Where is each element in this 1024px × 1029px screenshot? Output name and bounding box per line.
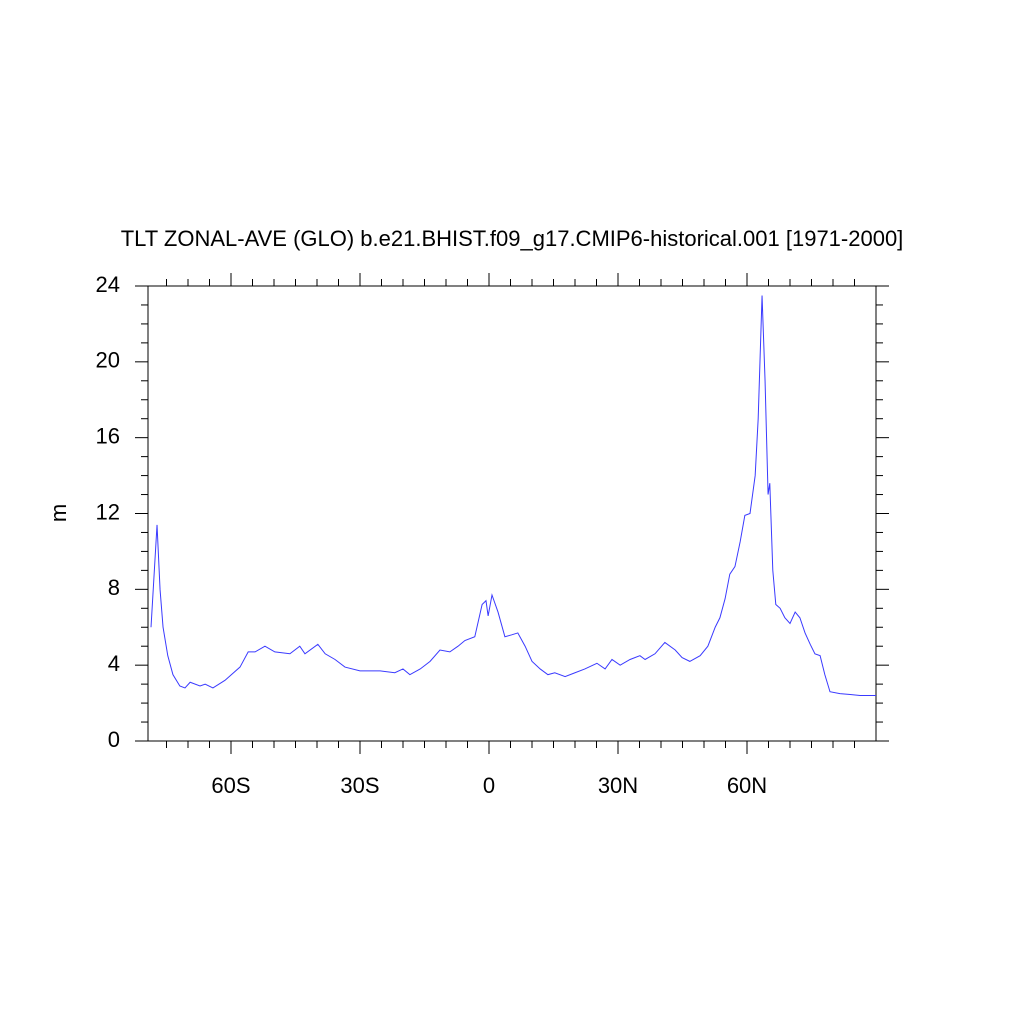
y-tick-label: 0 [108, 727, 120, 752]
y-tick-label: 24 [96, 272, 120, 297]
x-tick-label: 0 [483, 773, 495, 798]
y-tick-label: 20 [96, 348, 120, 373]
x-tick-label: 30N [598, 773, 638, 798]
y-axis-label: m [46, 504, 71, 522]
chart-title: TLT ZONAL-AVE (GLO) b.e21.BHIST.f09_g17.… [121, 226, 904, 251]
y-tick-label: 12 [96, 499, 120, 524]
plot-frame [147, 285, 877, 742]
x-tick-label: 60N [727, 773, 767, 798]
data-line [150, 295, 876, 696]
x-tick-label: 30S [340, 773, 379, 798]
x-tick-label: 60S [211, 773, 250, 798]
y-tick-label: 8 [108, 575, 120, 600]
y-tick-label: 16 [96, 423, 120, 448]
y-tick-label: 4 [108, 651, 120, 676]
